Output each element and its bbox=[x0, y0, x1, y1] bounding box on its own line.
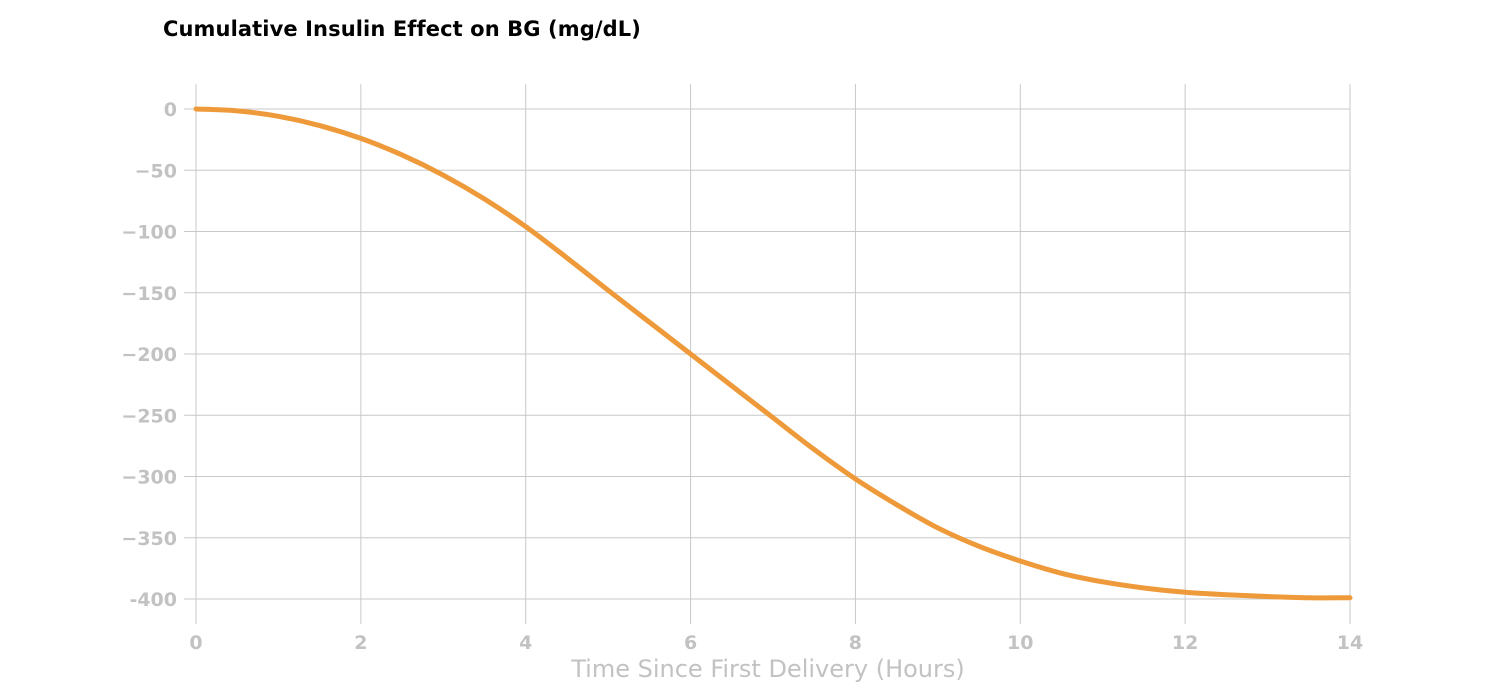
y-axis-ticks: 0 −50 −100 −150 −200 −250 −300 −350 -400 bbox=[121, 99, 177, 611]
y-tick-label: 0 bbox=[164, 99, 177, 121]
x-tick-label: 12 bbox=[1172, 632, 1198, 654]
x-tick-label: 4 bbox=[519, 632, 532, 654]
y-tick-label: -400 bbox=[129, 589, 177, 611]
x-tick-label: 2 bbox=[354, 632, 367, 654]
x-tick-label: 0 bbox=[189, 632, 202, 654]
y-tick-label: −300 bbox=[121, 467, 177, 489]
y-tick-label: −100 bbox=[121, 222, 177, 244]
y-tick-label: −250 bbox=[121, 405, 177, 427]
y-tick-label: −150 bbox=[121, 283, 177, 305]
x-tick-label: 6 bbox=[684, 632, 697, 654]
x-tick-label: 8 bbox=[849, 632, 862, 654]
y-tick-label: −50 bbox=[135, 160, 177, 182]
y-tick-label: −350 bbox=[121, 528, 177, 550]
series-layer bbox=[193, 106, 1353, 601]
x-tick-label: 14 bbox=[1337, 632, 1363, 654]
grid bbox=[184, 84, 1351, 624]
x-axis-ticks: 0 2 4 6 8 10 12 14 bbox=[189, 632, 1363, 654]
chart-title: Cumulative Insulin Effect on BG (mg/dL) bbox=[163, 17, 641, 41]
series-line bbox=[193, 106, 1353, 601]
x-tick-label: 10 bbox=[1007, 632, 1033, 654]
x-axis-label: Time Since First Delivery (Hours) bbox=[570, 655, 965, 683]
y-tick-label: −200 bbox=[121, 344, 177, 366]
